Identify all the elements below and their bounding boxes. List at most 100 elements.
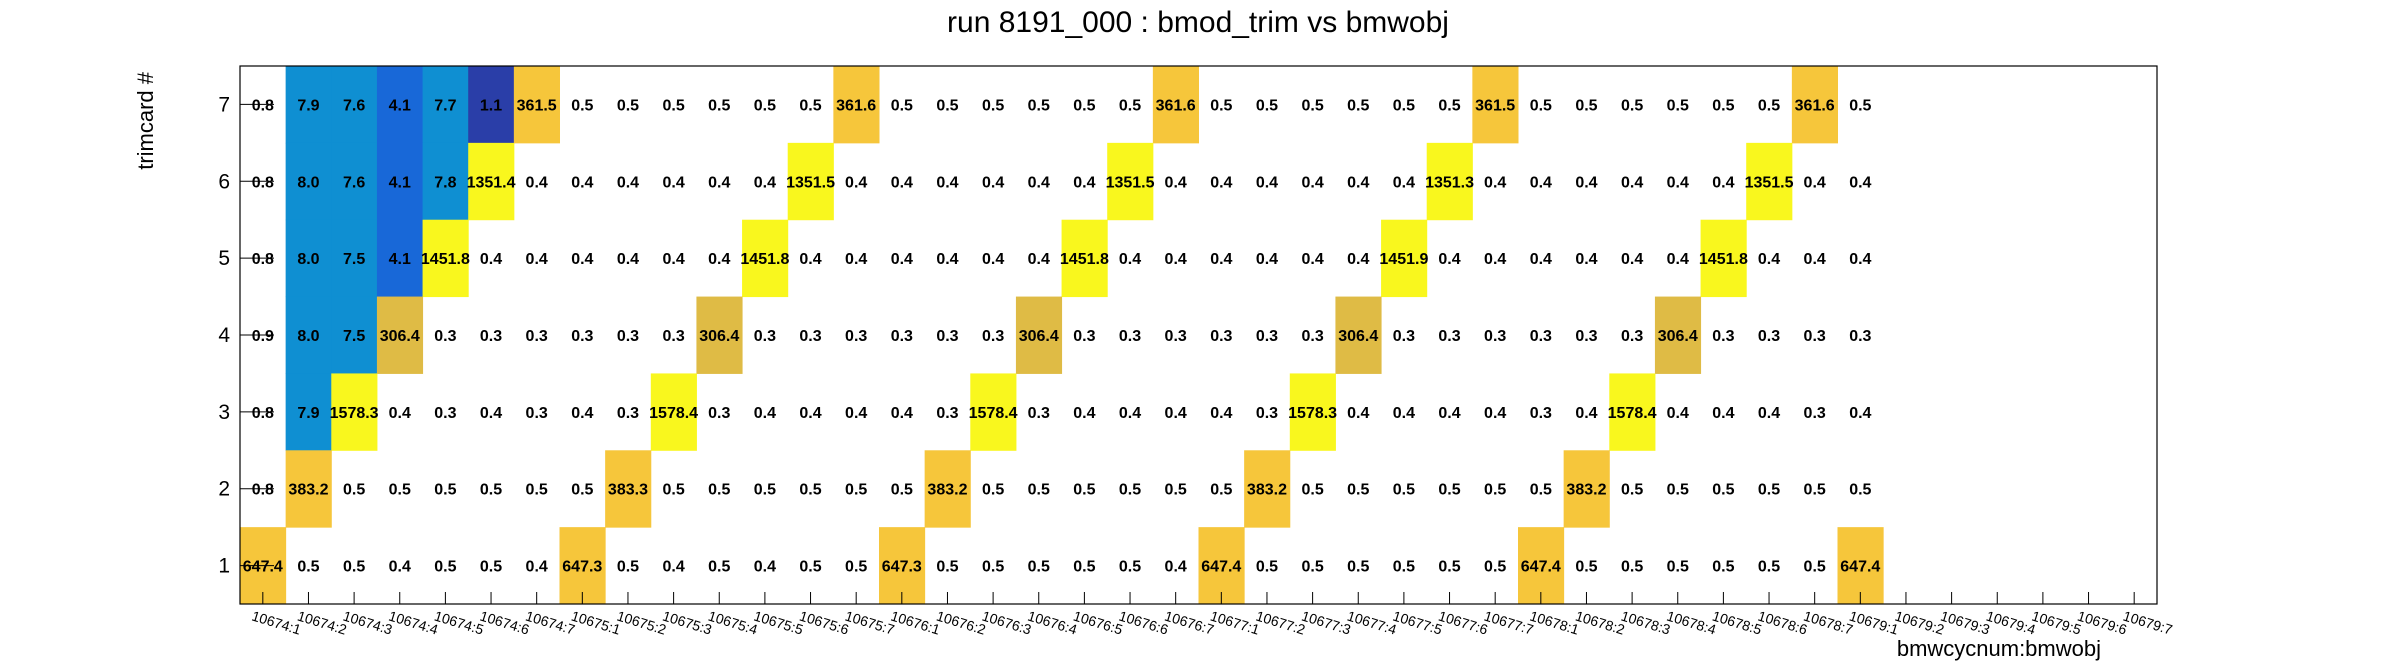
cell-value-label: 1451.8 — [1699, 251, 1748, 268]
cell-value-label: 0.3 — [1530, 328, 1552, 345]
cell-value-label: 0.5 — [662, 482, 684, 499]
cell-value-label: 0.3 — [936, 405, 958, 422]
cell-value-label: 0.5 — [1667, 482, 1689, 499]
cell-value-label: 0.5 — [297, 559, 319, 576]
cell-value-label: 1578.4 — [649, 405, 698, 422]
cell-value-label: 0.3 — [434, 405, 456, 422]
heatmap-cell — [1609, 373, 1656, 451]
cell-value-label: 0.5 — [708, 482, 730, 499]
cell-value-label: 0.5 — [982, 482, 1004, 499]
cell-value-label: 0.5 — [1073, 482, 1095, 499]
y-axis: 1 2 3 4 5 6 7 — [218, 93, 274, 578]
cell-value-label: 0.5 — [1804, 482, 1826, 499]
cell-value-label: 0.4 — [891, 405, 913, 422]
cell-value-label: 0.4 — [1530, 251, 1552, 268]
heatmap-cell — [1152, 66, 1199, 144]
cell-value-label: 0.4 — [1210, 251, 1232, 268]
cell-value-label: 0.4 — [845, 405, 867, 422]
cell-value-label: 0.3 — [799, 328, 821, 345]
cell-value-label: 0.4 — [571, 405, 593, 422]
cell-value-label: 0.4 — [1712, 405, 1734, 422]
heatmap-cell — [285, 219, 332, 298]
heatmap-cell — [376, 219, 424, 298]
cell-value-label: 0.5 — [1256, 97, 1278, 114]
cell-value-label: 0.5 — [617, 97, 639, 114]
cell-value-label: 0.5 — [1621, 482, 1643, 499]
cell-value-label: 0.4 — [982, 174, 1004, 191]
cell-value-label: 1451.8 — [421, 251, 470, 268]
heatmap-cell — [879, 527, 926, 605]
cell-value-label: 0.5 — [526, 482, 548, 499]
cell-value-label: 0.3 — [1256, 328, 1278, 345]
heatmap-cell — [1837, 527, 1884, 605]
cell-value-label: 0.4 — [1438, 251, 1460, 268]
cell-value-label: 1.1 — [480, 97, 502, 114]
cell-value-label: 0.4 — [1621, 251, 1643, 268]
cell-value-label: 0.4 — [1484, 174, 1506, 191]
cell-value-label: 0.4 — [1667, 405, 1689, 422]
cell-value-label: 0.4 — [1393, 174, 1415, 191]
cell-value-label: 0.4 — [1621, 174, 1643, 191]
cell-value-label: 0.5 — [1119, 97, 1141, 114]
cell-value-label: 383.2 — [927, 482, 967, 499]
cell-value-label: 0.5 — [1621, 97, 1643, 114]
cell-value-label: 0.4 — [754, 174, 776, 191]
cell-value-label: 0.5 — [1438, 482, 1460, 499]
cell-value-label: 7.6 — [343, 174, 365, 191]
cell-value-label: 306.4 — [380, 328, 420, 345]
cell-value-label: 0.5 — [1119, 559, 1141, 576]
heatmap-cell — [1198, 527, 1245, 605]
cell-value-label: 0.5 — [1712, 482, 1734, 499]
y-tick-label: 2 — [218, 478, 230, 501]
cell-value-label: 4.1 — [389, 251, 411, 268]
cell-value-label: 0.4 — [936, 174, 958, 191]
cell-value-label: 1351.5 — [1106, 174, 1155, 191]
cell-value-label: 0.5 — [1393, 559, 1415, 576]
cell-value-label: 0.8 — [252, 405, 274, 422]
cell-value-label: 8.0 — [297, 251, 319, 268]
cell-value-label: 0.4 — [1165, 174, 1187, 191]
cell-value-label: 306.4 — [1338, 328, 1378, 345]
cell-value-label: 0.4 — [1849, 405, 1871, 422]
cell-value-label: 0.3 — [1028, 405, 1050, 422]
cell-value-label: 0.4 — [1165, 559, 1187, 576]
cell-value-label: 0.4 — [1073, 174, 1095, 191]
cell-value-label: 0.3 — [708, 405, 730, 422]
cell-value-label: 0.3 — [891, 328, 913, 345]
cell-value-label: 0.4 — [754, 405, 776, 422]
cell-value-label: 0.8 — [252, 97, 274, 114]
cell-value-label: 0.5 — [891, 482, 913, 499]
y-tick-label: 6 — [218, 170, 230, 193]
cell-value-label: 0.4 — [1119, 251, 1141, 268]
cell-value-label: 0.5 — [708, 97, 730, 114]
cell-value-label: 0.4 — [526, 559, 548, 576]
cell-value-label: 0.5 — [1028, 482, 1050, 499]
cell-value-label: 0.3 — [1804, 328, 1826, 345]
cell-value-label: 0.5 — [799, 97, 821, 114]
cell-value-label: 0.3 — [434, 328, 456, 345]
cell-value-label: 0.5 — [343, 482, 365, 499]
heatmap-cell — [1289, 373, 1336, 451]
cell-value-label: 8.0 — [297, 174, 319, 191]
cell-value-label: 0.4 — [891, 174, 913, 191]
cell-value-label: 647.3 — [882, 559, 922, 576]
cell-value-label: 0.4 — [526, 251, 548, 268]
heatmap-cell — [376, 296, 424, 374]
cell-value-label: 0.5 — [480, 559, 502, 576]
cell-value-label: 0.5 — [982, 97, 1004, 114]
cell-value-label: 0.3 — [480, 328, 502, 345]
cell-value-label: 0.4 — [1575, 251, 1597, 268]
cell-value-label: 0.3 — [571, 328, 593, 345]
cell-value-label: 0.8 — [252, 482, 274, 499]
cell-value-label: 0.4 — [1301, 174, 1323, 191]
cell-value-label: 0.5 — [1301, 482, 1323, 499]
cell-value-label: 0.3 — [1575, 328, 1597, 345]
cell-value-label: 0.4 — [1575, 405, 1597, 422]
cell-value-label: 0.4 — [1210, 174, 1232, 191]
y-tick-label: 5 — [218, 247, 230, 270]
cell-value-label: 306.4 — [1019, 328, 1059, 345]
cell-value-label: 0.3 — [845, 328, 867, 345]
heatmap-cell — [285, 373, 332, 451]
heatmap-cell — [696, 296, 743, 374]
cell-value-label: 1451.8 — [740, 251, 789, 268]
